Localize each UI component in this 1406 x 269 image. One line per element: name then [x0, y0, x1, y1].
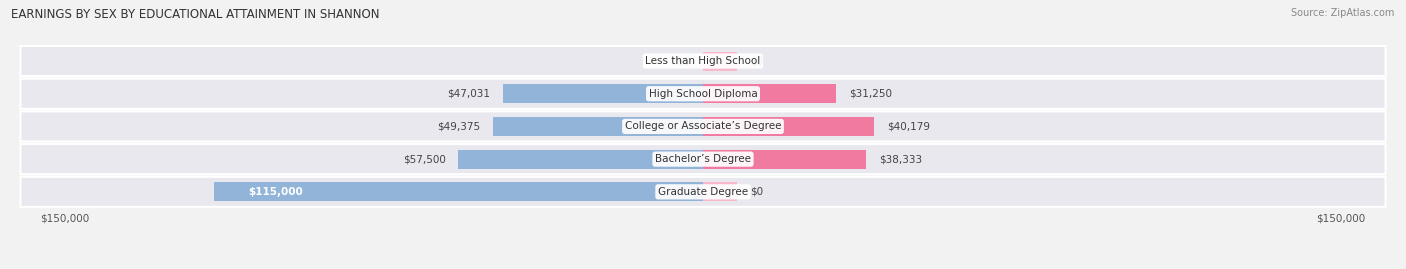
- Text: $0: $0: [749, 187, 763, 197]
- FancyBboxPatch shape: [21, 46, 1385, 76]
- Text: Bachelor’s Degree: Bachelor’s Degree: [655, 154, 751, 164]
- Bar: [703, 182, 737, 201]
- Text: $47,031: $47,031: [447, 89, 491, 99]
- Bar: [703, 117, 875, 136]
- Text: $57,500: $57,500: [404, 154, 446, 164]
- Text: $38,333: $38,333: [879, 154, 922, 164]
- Text: $49,375: $49,375: [437, 121, 481, 132]
- FancyBboxPatch shape: [21, 79, 1385, 109]
- Text: College or Associate’s Degree: College or Associate’s Degree: [624, 121, 782, 132]
- Bar: [703, 52, 737, 70]
- Text: Graduate Degree: Graduate Degree: [658, 187, 748, 197]
- Text: $0: $0: [749, 56, 763, 66]
- Bar: [703, 150, 866, 169]
- Text: Source: ZipAtlas.com: Source: ZipAtlas.com: [1291, 8, 1395, 18]
- FancyBboxPatch shape: [21, 111, 1385, 141]
- Text: $31,250: $31,250: [849, 89, 891, 99]
- Text: Less than High School: Less than High School: [645, 56, 761, 66]
- Bar: [703, 84, 837, 103]
- Bar: [214, 182, 703, 201]
- Bar: [494, 117, 703, 136]
- Bar: [458, 150, 703, 169]
- Text: High School Diploma: High School Diploma: [648, 89, 758, 99]
- Text: $0: $0: [678, 56, 690, 66]
- FancyBboxPatch shape: [21, 144, 1385, 174]
- FancyBboxPatch shape: [21, 177, 1385, 207]
- Bar: [503, 84, 703, 103]
- Text: $115,000: $115,000: [247, 187, 302, 197]
- Text: EARNINGS BY SEX BY EDUCATIONAL ATTAINMENT IN SHANNON: EARNINGS BY SEX BY EDUCATIONAL ATTAINMEN…: [11, 8, 380, 21]
- Text: $40,179: $40,179: [887, 121, 929, 132]
